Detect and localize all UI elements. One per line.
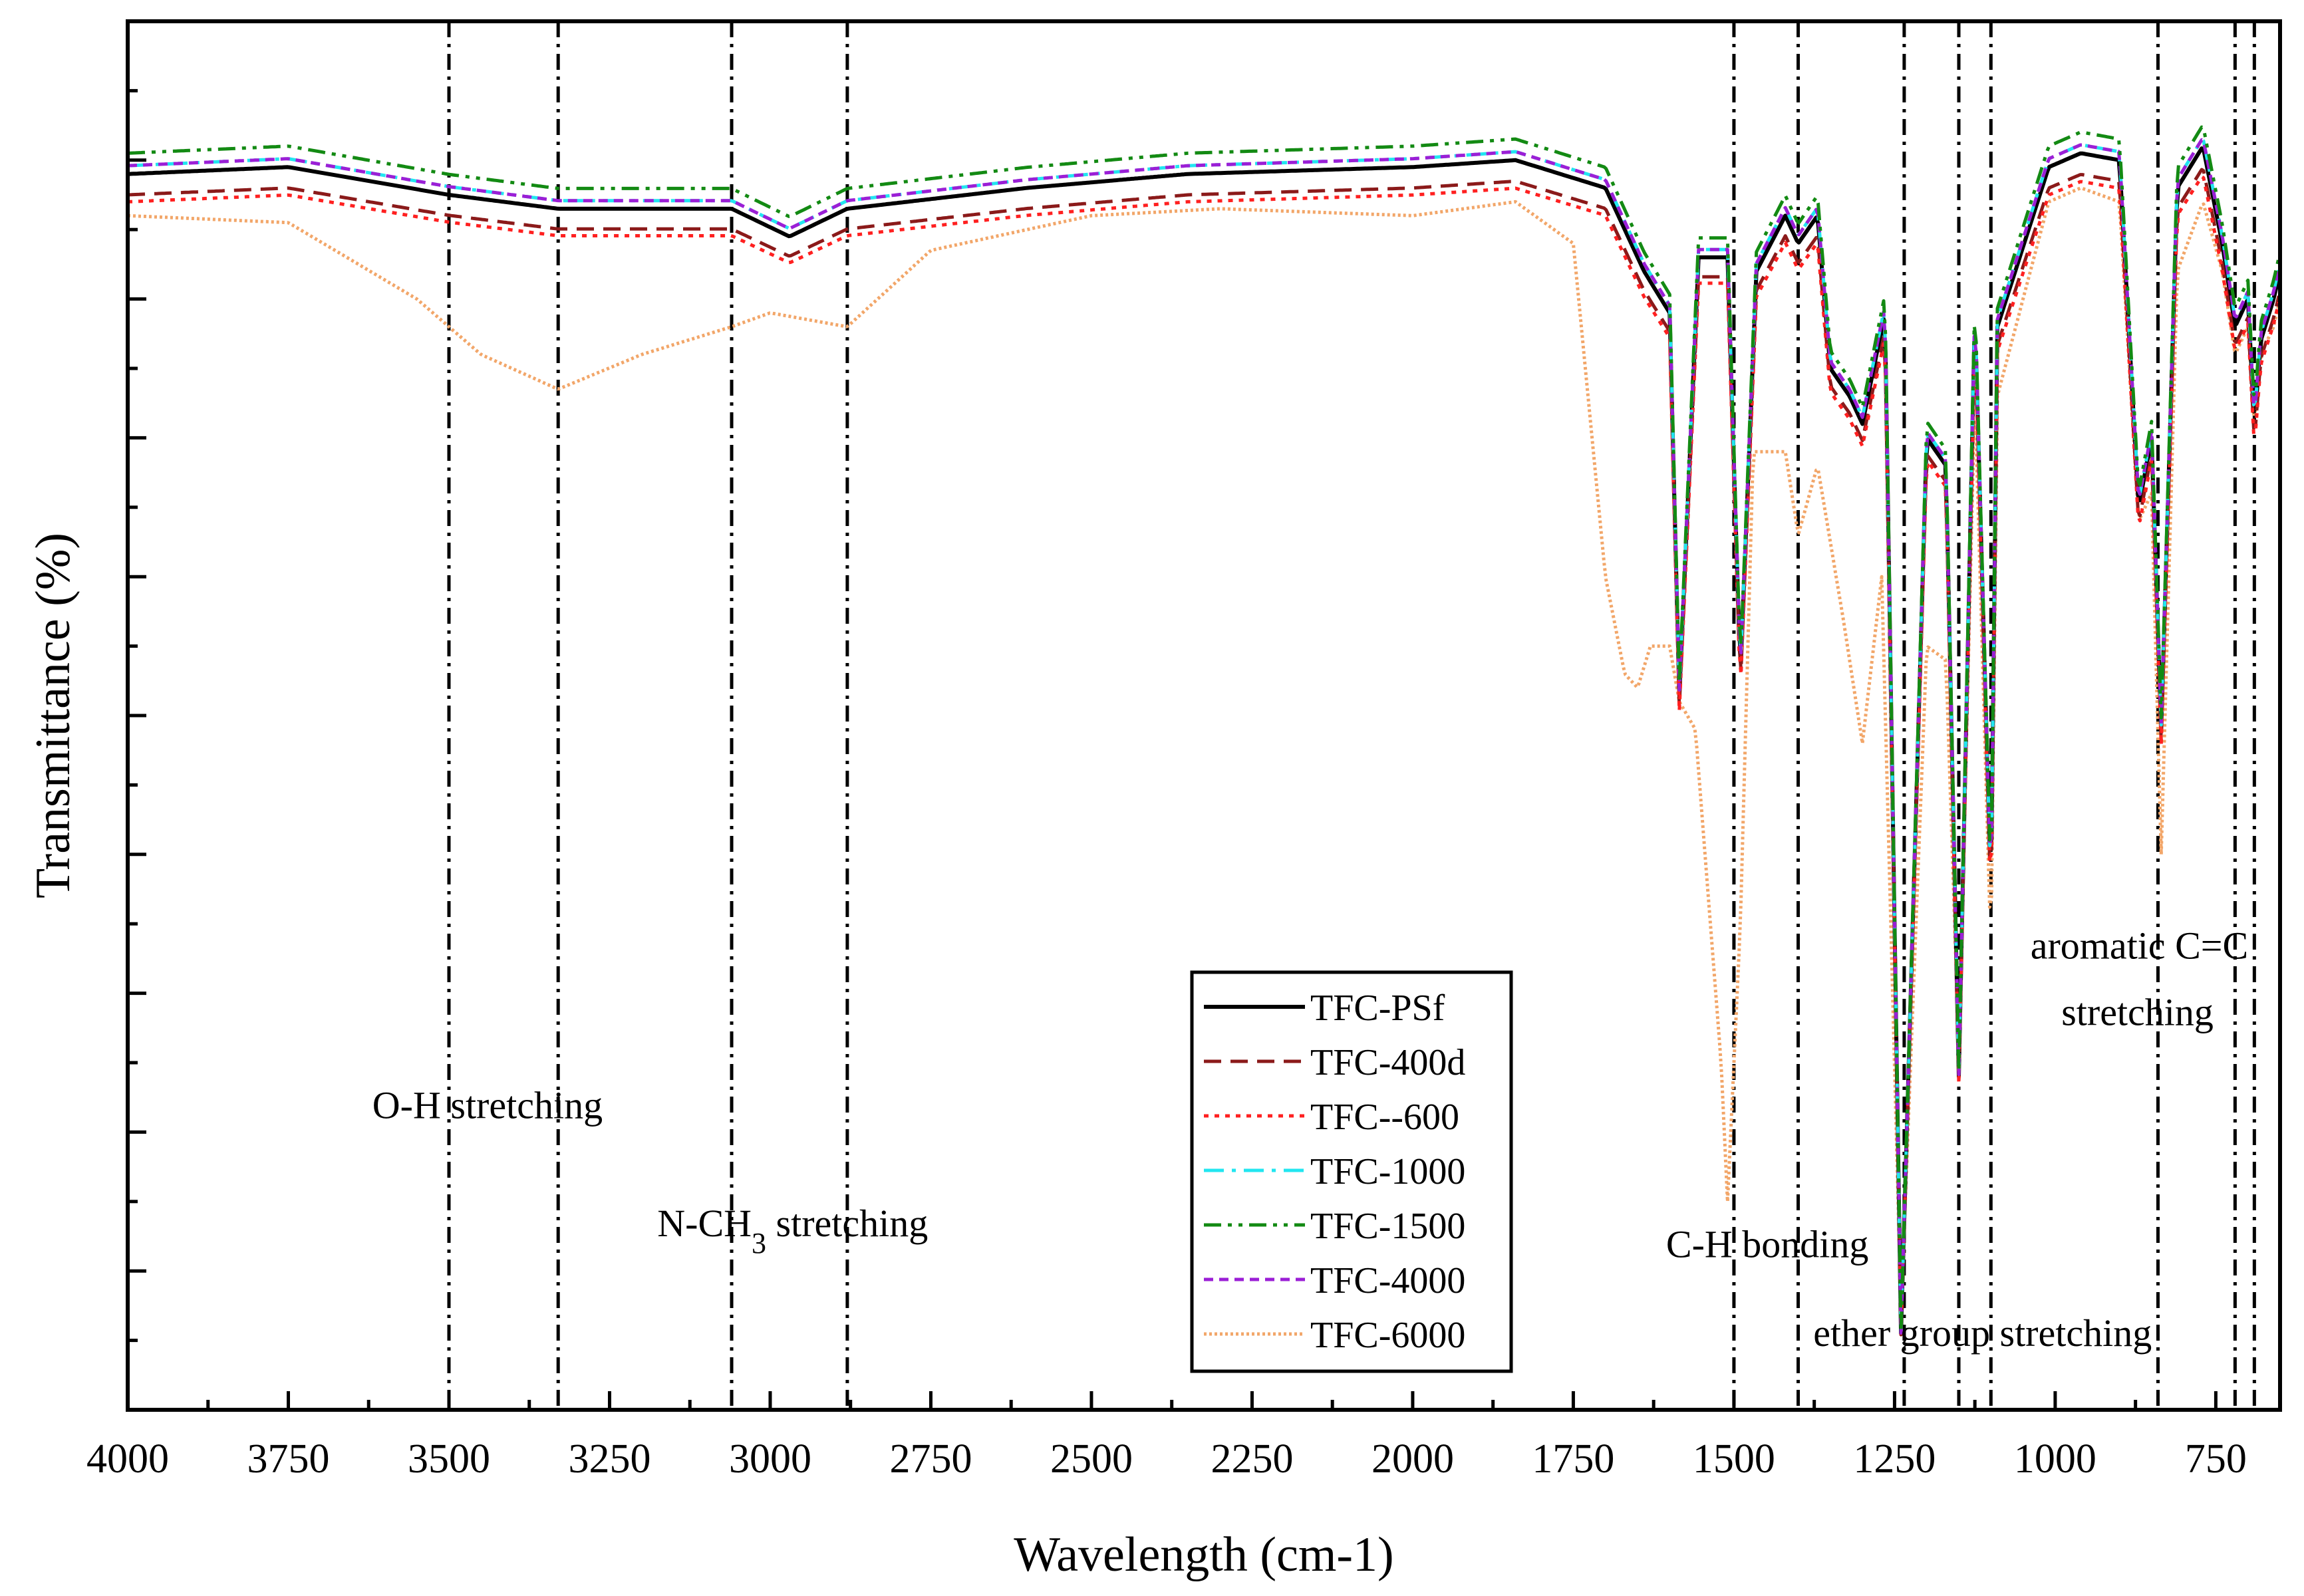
annotations: O-H stretching N-CH3 stretching C-H bondin…: [372, 924, 2248, 1355]
annotation-o-h-stretching: O-H stretching: [372, 1084, 603, 1127]
series-line-tfc-600: [128, 175, 2280, 1337]
series-line-tfc-1500: [128, 125, 2280, 1334]
x-axis-title: Wavelength (cm-1): [1014, 1528, 1393, 1582]
x-tick-label: 3000: [729, 1436, 811, 1482]
series-line-tfc-400d: [128, 168, 2280, 1337]
legend-label-tfc-psf: TFC-PSf: [1310, 988, 1445, 1029]
x-tick-label: 3250: [568, 1436, 650, 1482]
annotation-ether-group-stretching: ether group stretching: [1813, 1311, 2152, 1355]
legend: TFC-PSf TFC-400d TFC--600 TFC-1000 TFC-1500 T…: [1190, 970, 1513, 1373]
x-tick-label: 3500: [408, 1436, 490, 1482]
reference-lines: [447, 21, 2256, 1410]
y-axis-title: Transmittance (%): [26, 533, 80, 898]
x-tick-label: 2750: [889, 1436, 972, 1482]
annotation-c-h-bonding: C-H bonding: [1666, 1222, 1869, 1265]
annotation-stretching: stretching: [2061, 991, 2214, 1034]
legend-label-tfc-4000: TFC-4000: [1310, 1260, 1465, 1301]
x-tick-label: 2000: [1371, 1436, 1454, 1482]
legend-label-tfc-6000: TFC-6000: [1310, 1315, 1465, 1356]
x-tick-label: 1750: [1532, 1436, 1614, 1482]
legend-label-tfc-400d: TFC-400d: [1310, 1042, 1465, 1083]
legend-label-tfc-1000: TFC-1000: [1310, 1151, 1465, 1192]
x-tick-label: 4000: [86, 1436, 169, 1482]
legend-label-tfc-1500: TFC-1500: [1310, 1206, 1465, 1247]
annotation-aromatic-c-c: aromatic C=C: [2031, 924, 2248, 967]
x-tick-label: 750: [2185, 1436, 2247, 1482]
x-tick-label: 1500: [1693, 1436, 1775, 1482]
x-tick-label: 3750: [247, 1436, 329, 1482]
annotation-n-ch-stretching: N-CH3 stretching: [657, 1202, 928, 1260]
series-lines: [128, 125, 2280, 1337]
x-tick-label: 2250: [1211, 1436, 1293, 1482]
x-tick-label: 1000: [2014, 1436, 2096, 1482]
legend-label-tfc-600: TFC--600: [1310, 1097, 1459, 1138]
axes: 4000 3750 3500 3250 3000 2750 2500 2250 2000 1750…: [26, 19, 2282, 1582]
x-tick-label: 1250: [1853, 1436, 1936, 1482]
series-line-tfc-4000: [128, 138, 2280, 1335]
x-tick-label: 2500: [1050, 1436, 1133, 1482]
series-line-tfc-6000: [128, 186, 2280, 1315]
